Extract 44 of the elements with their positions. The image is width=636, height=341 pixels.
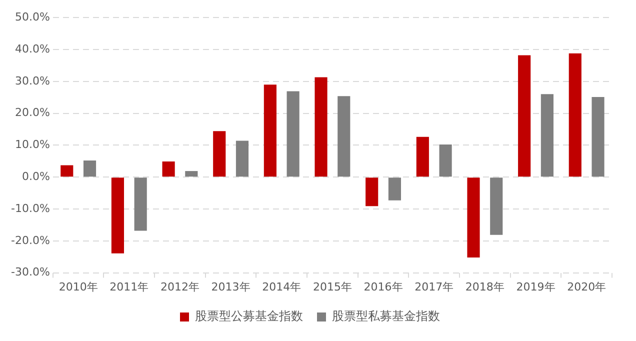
bar (592, 97, 604, 177)
y-tick-label: 40.0% (14, 42, 50, 56)
bar (338, 96, 350, 177)
x-tick-label: 2020年 (567, 280, 606, 294)
y-tick-label: -20.0% (10, 234, 50, 247)
x-tick-label: 2011年 (110, 280, 149, 294)
x-tick-label: 2018年 (465, 280, 504, 294)
x-tick-label: 2015年 (312, 280, 352, 294)
bar (185, 171, 198, 177)
y-tick-label: -10.0% (10, 202, 50, 215)
y-tick-label: 30.0% (14, 74, 50, 88)
bar (286, 91, 300, 177)
bar (314, 77, 328, 177)
bar (60, 165, 74, 177)
bar (568, 53, 582, 177)
x-tick-label: 2019年 (516, 280, 556, 294)
bar (213, 131, 226, 177)
x-tick-label: 2012年 (160, 280, 200, 294)
legend-label: 股票型公募基金指数 (195, 309, 303, 324)
bar (83, 160, 96, 177)
bar (518, 55, 531, 177)
x-tick-label: 2014年 (262, 280, 302, 294)
bar (540, 94, 554, 177)
bar (388, 178, 402, 200)
bar (111, 178, 124, 254)
bar (162, 161, 175, 177)
bar (490, 178, 503, 235)
x-tick-label: 2017年 (414, 280, 454, 294)
bar (264, 84, 276, 177)
y-tick-label: 10.0% (14, 138, 50, 152)
y-tick-label: 50.0% (14, 10, 50, 24)
bar (416, 136, 429, 177)
y-tick-label: -30.0% (10, 266, 50, 279)
bar (236, 140, 249, 177)
legend-label: 股票型私募基金指数 (332, 309, 440, 324)
y-tick-label: 20.0% (14, 106, 50, 120)
bar (439, 144, 452, 177)
x-tick-label: 2010年 (58, 280, 98, 294)
bar (134, 178, 147, 231)
x-tick-label: 2016年 (364, 280, 403, 294)
bar (467, 178, 480, 258)
bar (366, 178, 378, 206)
x-tick-label: 2013年 (211, 280, 250, 294)
y-tick-label: 0.0% (22, 170, 50, 183)
